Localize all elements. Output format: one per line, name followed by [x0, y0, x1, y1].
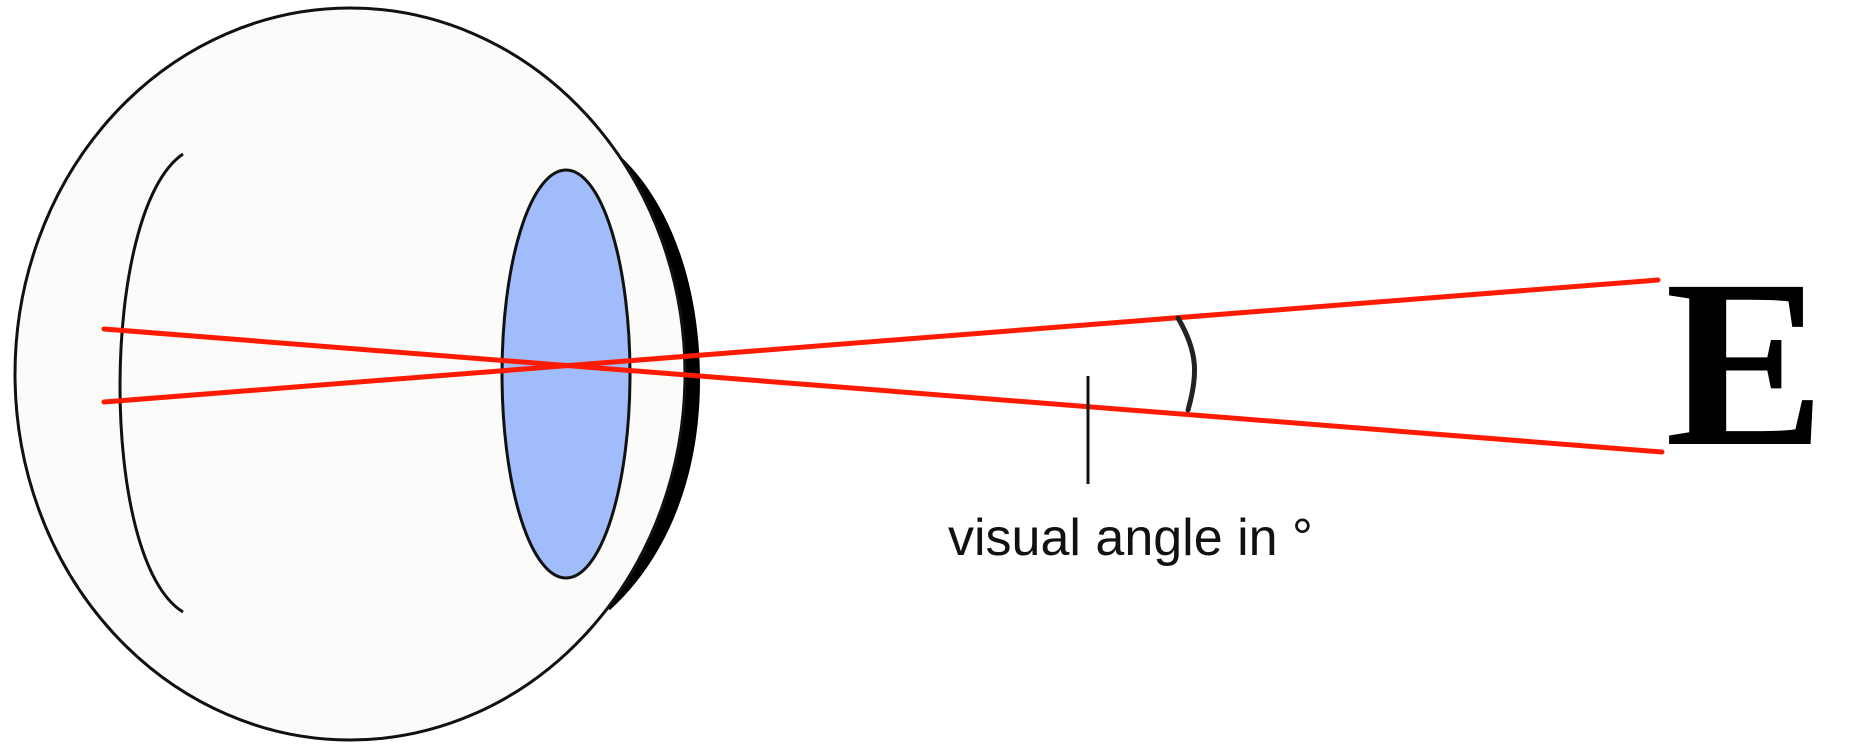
optotype-letter: E: [1665, 230, 1826, 496]
angle-arc: [1175, 315, 1198, 413]
retina-arc: [118, 152, 184, 614]
visual-angle-label: visual angle in °: [948, 509, 1313, 567]
lower-ray: [101, 326, 1665, 455]
upper-ray: [101, 277, 1661, 405]
cornea-shape: [590, 140, 700, 610]
lens-shape: [500, 168, 632, 580]
